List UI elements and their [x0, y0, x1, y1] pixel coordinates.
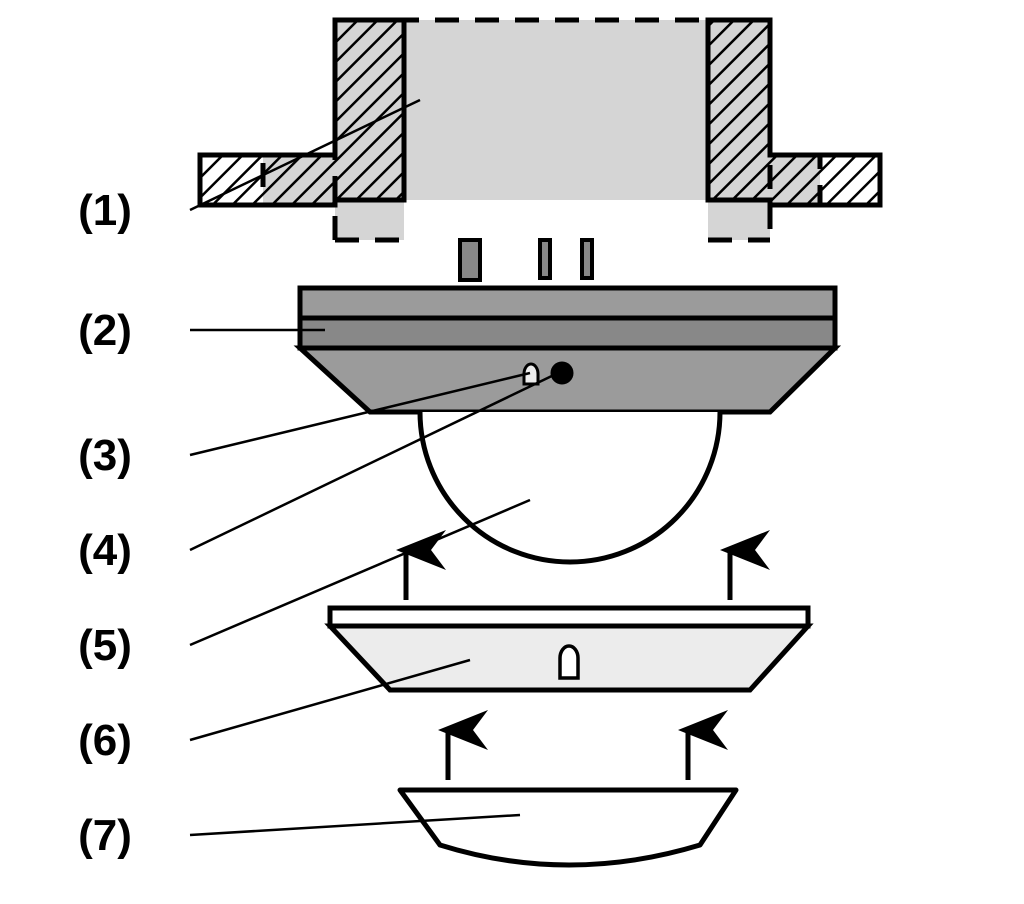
ir-receiver — [552, 363, 572, 383]
technical-diagram: (1) (2) (3) (4) (5) (6) (7) — [0, 0, 1024, 904]
sensor-dome — [420, 412, 720, 562]
label-7: (7) — [78, 811, 132, 860]
label-5: (5) — [78, 621, 132, 670]
label-3: (3) — [78, 431, 132, 480]
pin-3 — [582, 240, 592, 278]
label-1: (1) — [78, 186, 132, 235]
lens-cap — [400, 790, 736, 865]
trim-ring — [330, 608, 808, 690]
pin-2 — [540, 240, 550, 278]
labels: (1) (2) (3) (4) (5) (6) (7) — [78, 186, 132, 860]
label-6: (6) — [78, 716, 132, 765]
pin-1 — [460, 240, 480, 280]
ceiling-hatch-right — [708, 20, 880, 205]
label-4: (4) — [78, 526, 132, 575]
label-2: (2) — [78, 306, 132, 355]
ceiling-hatch-left — [200, 20, 404, 205]
ceiling-assembly — [200, 20, 880, 280]
trim-led-window — [560, 646, 578, 678]
sensor-body — [300, 288, 835, 562]
